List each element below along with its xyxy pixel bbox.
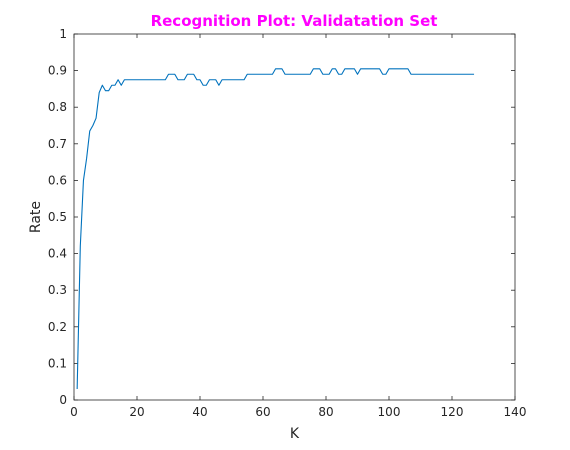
x-tick-label-1: 20 — [129, 405, 144, 419]
y-tick-label-9: 0.9 — [48, 64, 67, 78]
y-tick-label-8: 0.8 — [48, 100, 67, 114]
chart-title: Recognition Plot: Validatation Set — [151, 12, 438, 30]
y-tick-label-5: 0.5 — [48, 210, 67, 224]
y-tick-label-6: 0.6 — [48, 173, 67, 187]
y-tick-label-2: 0.2 — [48, 320, 67, 334]
x-tick-label-6: 120 — [441, 405, 464, 419]
y-tick-label-7: 0.7 — [48, 137, 67, 151]
y-tick-label-4: 0.4 — [48, 247, 67, 261]
x-tick-label-4: 80 — [318, 405, 333, 419]
y-axis-tick-labels: 0 0.1 0.2 0.3 0.4 0.5 0.6 0.7 0.8 0.9 1 — [48, 27, 67, 407]
y-tick-label-10: 1 — [59, 27, 67, 41]
x-tick-label-7: 140 — [504, 405, 527, 419]
y-tick-label-3: 0.3 — [48, 283, 67, 297]
x-tick-label-2: 40 — [192, 405, 207, 419]
x-tick-label-0: 0 — [70, 405, 78, 419]
y-axis-ticks — [74, 33, 515, 401]
x-tick-label-5: 100 — [378, 405, 401, 419]
x-axis-label: K — [290, 426, 300, 442]
y-tick-label-1: 0.1 — [48, 356, 67, 370]
y-tick-label-0: 0 — [59, 393, 67, 407]
series-line — [76, 68, 475, 390]
x-tick-label-3: 60 — [255, 405, 270, 419]
plot-frame — [73, 33, 516, 401]
y-axis-label: Rate — [28, 201, 44, 233]
x-axis-ticks — [73, 34, 516, 400]
x-axis-tick-labels: 0 20 40 60 80 100 120 140 — [70, 405, 526, 419]
